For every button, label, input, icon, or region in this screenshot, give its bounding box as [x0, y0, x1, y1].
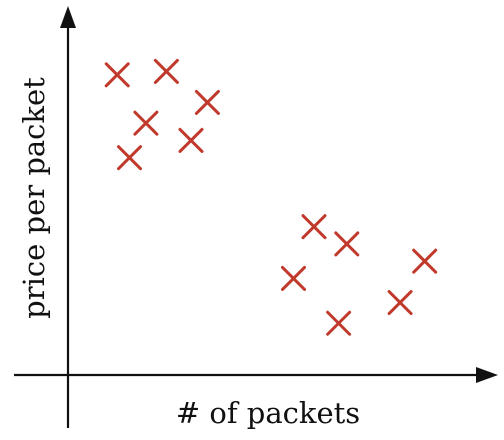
data-point-0-1: [153, 58, 179, 84]
data-point-0-4: [178, 127, 204, 153]
data-point-0-10: [412, 248, 438, 274]
y-axis-arrow-icon: [60, 6, 76, 28]
x-axis-label: # of packets: [176, 396, 360, 430]
y-axis-label: price per packet: [17, 77, 51, 319]
data-point-0-9: [387, 290, 413, 316]
data-point-0-3: [133, 110, 159, 136]
data-point-0-7: [334, 231, 360, 257]
data-point-0-5: [117, 145, 142, 171]
x-axis: [14, 367, 498, 383]
data-point-0-6: [301, 214, 327, 240]
data-point-0-11: [326, 310, 352, 336]
data-point-0-8: [281, 265, 306, 291]
data-point-0-0: [104, 62, 130, 88]
data-point-0-2: [194, 89, 220, 115]
data-points: [104, 58, 438, 336]
y-axis: [60, 6, 76, 428]
x-axis-arrow-icon: [476, 367, 498, 383]
